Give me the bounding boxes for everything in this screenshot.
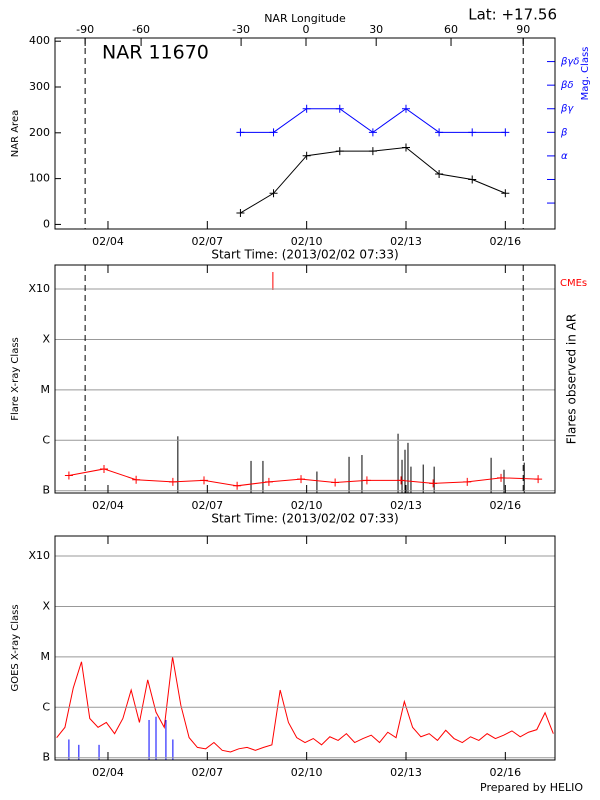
point-marker: [401, 104, 410, 113]
point-marker: [468, 128, 477, 137]
x-tick-label: 02/04: [92, 499, 124, 512]
point-marker: [200, 476, 209, 485]
y-tick-label: X: [42, 332, 50, 345]
point-marker: [132, 475, 141, 484]
x2-tick-label: -60: [132, 23, 150, 36]
x-axis-label: Start Time: (2013/02/02 07:33): [211, 512, 398, 526]
point-marker: [435, 128, 444, 137]
point-marker: [264, 477, 273, 486]
point-marker: [64, 471, 73, 480]
y-tick-label: 300: [29, 80, 50, 93]
point-marker: [501, 189, 510, 198]
y-tick-label: M: [41, 383, 51, 396]
y2-tick-label: α: [561, 151, 568, 162]
x2-tick-label: 60: [444, 23, 458, 36]
y2-tick-label: βγ: [560, 104, 574, 115]
y-tick-label: C: [42, 700, 50, 713]
x-tick-label: 02/04: [92, 766, 124, 779]
y-tick-label: X10: [28, 282, 50, 295]
y2-axis-label: Flares observed in AR: [565, 314, 579, 444]
y2-tick-label: βγδ: [560, 57, 579, 68]
point-marker: [297, 475, 306, 484]
x-tick-label: 02/10: [291, 499, 323, 512]
x-tick-label: 02/13: [390, 766, 422, 779]
y-axis-label: Flare X-ray Class: [10, 337, 21, 421]
point-marker: [501, 128, 510, 137]
x-tick-label: 02/07: [191, 766, 223, 779]
x2-tick-label: 90: [516, 23, 530, 36]
point-marker: [302, 151, 311, 160]
point-marker: [233, 481, 242, 490]
y-tick-label: B: [42, 484, 50, 497]
y2-axis-label: Mag. Class: [580, 47, 591, 101]
plot-frame: [54, 535, 556, 761]
x-tick-label: 02/13: [390, 235, 422, 248]
x-tick-label: 02/16: [489, 766, 521, 779]
x-tick-label: 02/10: [291, 235, 323, 248]
y-tick-label: B: [42, 751, 50, 764]
point-marker: [463, 477, 472, 486]
x-tick-label: 02/13: [390, 499, 422, 512]
x-tick-label: 02/16: [489, 235, 521, 248]
x2-tick-label: -90: [76, 23, 94, 36]
y2-tick-label: βδ: [560, 80, 574, 91]
y-tick-label: 0: [43, 217, 50, 230]
plot-frame: [54, 264, 556, 494]
point-marker: [497, 473, 506, 482]
point-marker: [269, 128, 278, 137]
point-marker: [368, 128, 377, 137]
series-line: [56, 656, 554, 753]
y-tick-label: X10: [28, 549, 50, 562]
point-marker: [302, 104, 311, 113]
legend-label: CMEs: [560, 278, 587, 289]
y-tick-label: 100: [29, 172, 50, 185]
point-marker: [534, 475, 543, 484]
point-marker: [429, 479, 438, 488]
x-tick-label: 02/16: [489, 499, 521, 512]
point-marker: [236, 208, 245, 217]
y-tick-label: 400: [29, 34, 50, 47]
point-marker: [335, 104, 344, 113]
x-tick-label: 02/10: [291, 766, 323, 779]
y-tick-label: X: [42, 599, 50, 612]
point-marker: [362, 476, 371, 485]
point-marker: [335, 147, 344, 156]
y-axis-label: NAR Area: [10, 110, 21, 157]
point-marker: [468, 175, 477, 184]
plot-frame: [54, 37, 556, 230]
point-marker: [397, 476, 406, 485]
x-tick-label: 02/04: [92, 235, 124, 248]
x-axis-label: Start Time: (2013/02/02 07:33): [211, 248, 398, 262]
point-marker: [236, 128, 245, 137]
point-marker: [100, 464, 109, 473]
point-marker: [331, 478, 340, 487]
point-marker: [269, 189, 278, 198]
x-tick-label: 02/07: [191, 499, 223, 512]
panel-title: NAR 11670: [102, 42, 209, 64]
latitude-label: Lat: +17.56: [468, 6, 557, 24]
y-tick-label: M: [41, 650, 51, 663]
plot-area: [236, 104, 510, 217]
x-tick-label: 02/07: [191, 235, 223, 248]
y-tick-label: 200: [29, 126, 50, 139]
point-marker: [368, 147, 377, 156]
y-axis-label: GOES X-ray Class: [10, 604, 21, 691]
point-marker: [435, 170, 444, 179]
footer: Prepared by HELIO: [480, 781, 583, 794]
plot-area: [64, 272, 543, 493]
x2-tick-label: 0: [302, 23, 309, 36]
y2-tick-label: β: [560, 127, 568, 138]
y-tick-label: C: [42, 433, 50, 446]
point-marker: [401, 143, 410, 152]
point-marker: [168, 477, 177, 486]
x2-tick-label: -30: [232, 23, 250, 36]
x2-tick-label: 30: [369, 23, 383, 36]
x2-axis-label: NAR Longitude: [264, 12, 346, 25]
